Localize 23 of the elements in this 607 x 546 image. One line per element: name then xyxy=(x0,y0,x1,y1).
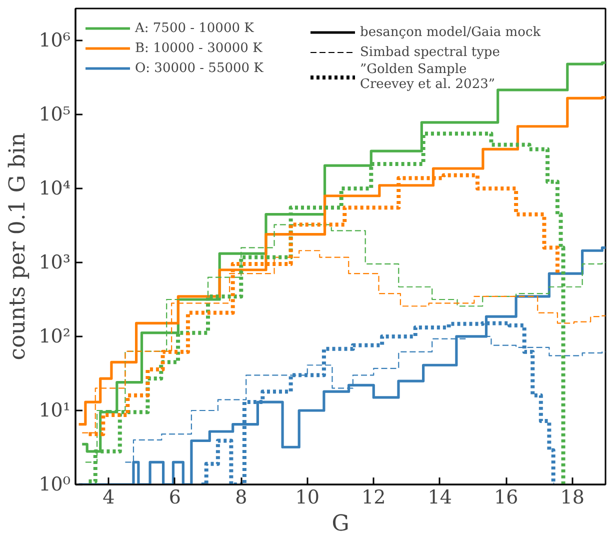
legend-label: B: 10000 - 30000 K xyxy=(135,40,262,56)
annotation: besançon model/Gaia mock xyxy=(360,24,541,40)
x-tick-label: 4 xyxy=(102,486,115,508)
legend-label: O: 30000 - 55000 K xyxy=(135,60,264,76)
y-tick-label: 10¹ xyxy=(38,399,71,422)
x-tick-label: 8 xyxy=(235,486,248,508)
x-tick-label: 12 xyxy=(362,486,386,508)
x-axis-title: G xyxy=(332,512,350,536)
y-tick-label: 10³ xyxy=(38,251,71,274)
y-tick-label: 10² xyxy=(38,325,71,348)
legend-label: A: 7500 - 10000 K xyxy=(135,20,254,36)
x-tick-label: 10 xyxy=(295,486,320,508)
y-tick-label: 10⁶ xyxy=(38,29,71,52)
y-axis-title: counts per 0.1 G bin xyxy=(6,132,31,360)
x-tick-label: 14 xyxy=(428,486,452,508)
x-tick-label: 18 xyxy=(560,486,584,508)
annotation: Simbad spectral type xyxy=(360,44,500,60)
x-tick-label: 6 xyxy=(168,486,181,508)
y-tick-label: 10⁴ xyxy=(38,177,71,200)
y-tick-label: 10⁵ xyxy=(38,103,71,126)
y-tick-label: 10⁰ xyxy=(38,474,71,496)
x-tick-label: 16 xyxy=(494,486,518,508)
annotation: ”Golden Sample Creevey et al. 2023” xyxy=(360,62,496,92)
